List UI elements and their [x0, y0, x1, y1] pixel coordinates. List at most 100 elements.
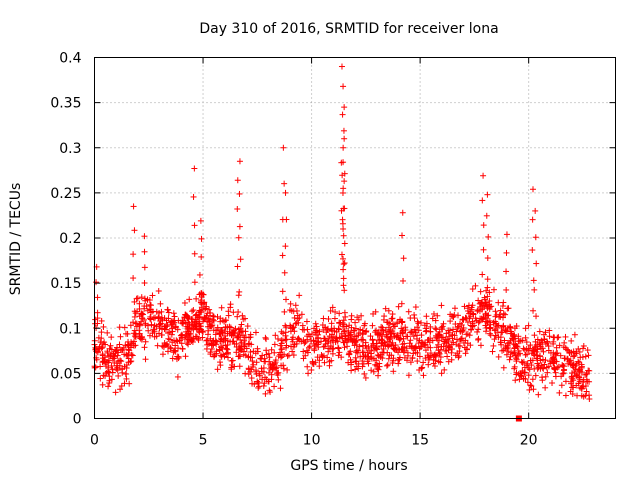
data-point	[213, 348, 220, 355]
data-point	[327, 307, 334, 314]
data-point	[517, 337, 524, 344]
data-point	[265, 378, 272, 385]
data-point	[298, 311, 305, 318]
data-point	[251, 381, 258, 388]
data-point	[282, 189, 289, 196]
data-point	[188, 322, 195, 329]
data-point	[155, 287, 162, 294]
data-point	[510, 335, 517, 342]
data-point	[268, 346, 275, 353]
data-point	[328, 320, 335, 327]
data-point	[287, 324, 294, 331]
data-point	[395, 357, 402, 364]
data-point	[345, 328, 352, 335]
data-point	[158, 314, 165, 321]
data-point	[232, 325, 239, 332]
data-point	[495, 353, 502, 360]
data-point	[200, 300, 207, 307]
data-point	[385, 343, 392, 350]
data-point	[338, 63, 345, 70]
data-point	[551, 365, 558, 372]
data-point	[520, 375, 527, 382]
data-point	[161, 339, 168, 346]
data-point	[475, 326, 482, 333]
data-point	[500, 322, 507, 329]
data-point	[289, 348, 296, 355]
data-point	[490, 319, 497, 326]
data-point	[141, 295, 148, 302]
data-point	[340, 275, 347, 282]
data-point	[181, 299, 188, 306]
data-point	[490, 286, 497, 293]
data-point	[480, 315, 487, 322]
data-point	[339, 323, 346, 330]
data-point	[369, 322, 376, 329]
data-point	[304, 363, 311, 370]
data-point	[488, 303, 495, 310]
data-point	[182, 353, 189, 360]
data-point	[270, 364, 277, 371]
data-point	[409, 354, 416, 361]
data-point	[116, 341, 123, 348]
data-point	[164, 306, 171, 313]
data-point	[421, 322, 428, 329]
data-point	[489, 348, 496, 355]
data-point	[144, 296, 151, 303]
data-point	[359, 363, 366, 370]
data-point	[271, 349, 278, 356]
data-point	[485, 233, 492, 240]
data-point	[540, 365, 547, 372]
data-point	[556, 342, 563, 349]
data-point	[573, 348, 580, 355]
data-point	[513, 358, 520, 365]
data-point	[558, 382, 565, 389]
data-point	[167, 345, 174, 352]
data-point	[380, 349, 387, 356]
data-point	[479, 197, 486, 204]
data-point	[169, 325, 176, 332]
data-point	[219, 329, 226, 336]
data-point	[341, 135, 348, 142]
data-point	[425, 336, 432, 343]
data-point	[279, 252, 286, 259]
data-point	[526, 386, 533, 393]
data-point	[211, 352, 218, 359]
data-point	[280, 362, 287, 369]
data-point	[552, 351, 559, 358]
data-point	[321, 359, 328, 366]
data-point	[100, 323, 107, 330]
data-point	[438, 343, 445, 350]
data-point	[263, 336, 270, 343]
data-point	[203, 337, 210, 344]
data-point	[118, 382, 125, 389]
data-point	[375, 372, 382, 379]
data-point	[348, 312, 355, 319]
data-point	[102, 373, 109, 380]
data-point	[445, 338, 452, 345]
data-point	[230, 338, 237, 345]
data-point	[469, 302, 476, 309]
data-point	[405, 372, 412, 379]
data-point	[138, 318, 145, 325]
data-point	[216, 331, 223, 338]
data-point	[525, 364, 532, 371]
data-point	[283, 216, 290, 223]
data-point	[454, 324, 461, 331]
data-point	[484, 305, 491, 312]
data-point	[401, 340, 408, 347]
data-point	[190, 307, 197, 314]
data-point	[186, 330, 193, 337]
data-point	[103, 369, 110, 376]
data-point	[519, 359, 526, 366]
data-point	[486, 289, 493, 296]
data-point	[218, 343, 225, 350]
data-point	[204, 331, 211, 338]
data-point	[464, 307, 471, 314]
data-point	[389, 315, 396, 322]
data-point	[272, 332, 279, 339]
axis-ticks	[94, 57, 616, 419]
data-point	[455, 323, 462, 330]
data-point	[273, 364, 280, 371]
data-point	[329, 346, 336, 353]
data-point	[213, 327, 220, 334]
